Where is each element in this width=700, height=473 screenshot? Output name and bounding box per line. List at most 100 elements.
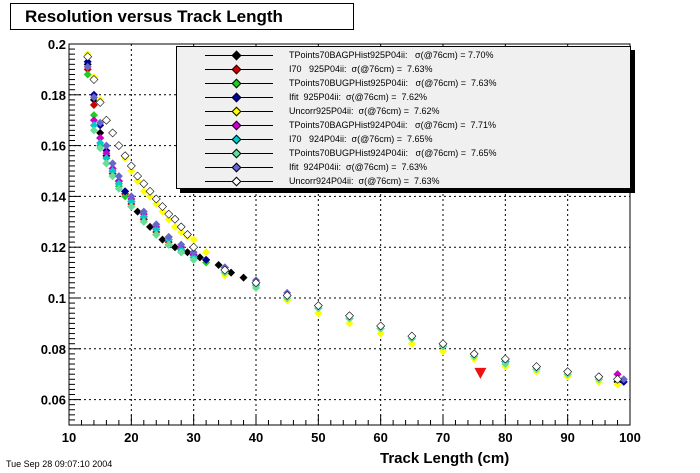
data-point bbox=[151, 194, 161, 204]
data-point bbox=[145, 186, 155, 196]
data-point bbox=[501, 360, 510, 369]
legend-label: TPoints70BUGPHist925P04ii: σ(@76cm) = 7.… bbox=[289, 78, 497, 88]
data-point bbox=[146, 222, 155, 231]
data-point bbox=[83, 57, 92, 66]
data-point bbox=[220, 265, 230, 275]
legend-label: Uncorr925P04ii: σ(@76cm) = 7.62% bbox=[289, 106, 440, 116]
legend-label: Uncorr924P04ii: σ(@76cm) = 7.63% bbox=[289, 176, 440, 186]
data-point bbox=[96, 144, 105, 153]
y-tick-label: 0.06 bbox=[41, 393, 66, 408]
data-point bbox=[120, 151, 130, 161]
y-tick-label: 0.18 bbox=[41, 88, 66, 103]
data-point bbox=[96, 118, 105, 127]
data-point bbox=[127, 192, 136, 201]
legend-entry: TPoints70BAGPHist925P04ii: σ(@76cm) = 7.… bbox=[177, 50, 632, 62]
data-point bbox=[152, 230, 161, 239]
data-point bbox=[613, 374, 622, 384]
x-tick-label: 70 bbox=[436, 430, 450, 445]
data-point bbox=[114, 184, 123, 193]
legend-entry: Ifit 925P04ii: σ(@76cm) = 7.62% bbox=[177, 92, 632, 104]
legend-entry: I70 925P04ii: σ(@76cm) = 7.63% bbox=[177, 64, 632, 76]
data-point bbox=[469, 349, 479, 359]
y-tick-label: 0.12 bbox=[41, 240, 66, 255]
data-point bbox=[127, 202, 136, 211]
data-point bbox=[83, 70, 92, 79]
legend-label: I70 924P04ii: σ(@76cm) = 7.65% bbox=[289, 134, 433, 144]
data-point bbox=[313, 301, 323, 311]
data-point bbox=[500, 354, 510, 364]
data-points bbox=[83, 50, 628, 389]
x-tick-label: 20 bbox=[124, 430, 138, 445]
legend-entry: Uncorr924P04ii: σ(@76cm) = 7.63% bbox=[177, 176, 632, 188]
data-point bbox=[152, 225, 161, 234]
data-point bbox=[96, 139, 105, 148]
data-point bbox=[251, 278, 261, 288]
data-point bbox=[439, 347, 447, 356]
data-point bbox=[83, 62, 92, 71]
data-point bbox=[89, 126, 98, 135]
data-point bbox=[89, 75, 99, 84]
data-point bbox=[532, 362, 541, 372]
data-point bbox=[96, 128, 105, 137]
legend-marker-icon bbox=[231, 134, 242, 145]
data-point bbox=[158, 202, 167, 211]
data-point bbox=[158, 207, 167, 216]
data-point bbox=[89, 100, 98, 109]
x-tick-label: 80 bbox=[498, 430, 512, 445]
data-point bbox=[108, 172, 117, 181]
data-point bbox=[114, 141, 124, 151]
data-point bbox=[189, 242, 199, 252]
data-point bbox=[438, 339, 448, 349]
legend-entry: TPoints70BAGPHist924P04ii: σ(@76cm) = 7.… bbox=[177, 120, 632, 132]
data-point bbox=[164, 209, 174, 219]
data-point bbox=[127, 197, 136, 206]
y-tick-label: 0.14 bbox=[41, 189, 67, 204]
data-point bbox=[407, 339, 416, 348]
data-point bbox=[227, 268, 236, 277]
y-tick-label: 0.2 bbox=[48, 37, 66, 52]
chart-title: Resolution versus Track Length bbox=[10, 3, 354, 30]
legend-label: I70 925P04ii: σ(@76cm) = 7.63% bbox=[289, 64, 433, 74]
data-point bbox=[164, 215, 173, 224]
data-point bbox=[282, 291, 292, 300]
legend-entry: I70 924P04ii: σ(@76cm) = 7.65% bbox=[177, 134, 632, 146]
data-point bbox=[102, 154, 111, 163]
data-point bbox=[96, 133, 105, 142]
x-tick-label: 50 bbox=[311, 430, 325, 445]
data-point bbox=[127, 167, 136, 175]
legend-marker-icon bbox=[231, 50, 242, 61]
x-tick-label: 40 bbox=[249, 430, 263, 445]
data-point bbox=[189, 235, 198, 244]
data-point bbox=[619, 375, 628, 384]
legend-entry: Uncorr925P04ii: σ(@76cm) = 7.62% bbox=[177, 106, 632, 118]
data-point bbox=[121, 187, 130, 196]
x-tick-label: 30 bbox=[186, 430, 200, 445]
legend-entry: TPoints70BUGPHist925P04ii: σ(@76cm) = 7.… bbox=[177, 78, 632, 90]
axis-ticks bbox=[68, 43, 631, 426]
data-point bbox=[214, 260, 223, 269]
data-point bbox=[139, 217, 148, 226]
data-point bbox=[563, 367, 573, 377]
data-point bbox=[101, 115, 111, 125]
data-point bbox=[108, 159, 117, 168]
data-point bbox=[126, 161, 136, 171]
data-point bbox=[170, 243, 179, 252]
data-point bbox=[102, 141, 111, 150]
data-point bbox=[133, 207, 142, 216]
data-point bbox=[345, 319, 354, 328]
legend-marker-icon bbox=[231, 92, 242, 103]
data-point bbox=[613, 380, 622, 389]
y-tick-label: 0.1 bbox=[48, 291, 66, 306]
data-point bbox=[164, 233, 173, 242]
data-point bbox=[121, 192, 130, 201]
legend-marker-icon bbox=[231, 162, 242, 173]
data-point bbox=[345, 311, 354, 321]
data-point bbox=[183, 230, 192, 239]
data-point bbox=[102, 149, 111, 158]
legend-marker-icon bbox=[231, 78, 242, 89]
x-tick-label: 10 bbox=[62, 430, 76, 445]
data-point bbox=[189, 248, 198, 257]
data-point bbox=[594, 372, 604, 382]
data-point bbox=[108, 128, 118, 138]
data-point bbox=[177, 227, 186, 236]
